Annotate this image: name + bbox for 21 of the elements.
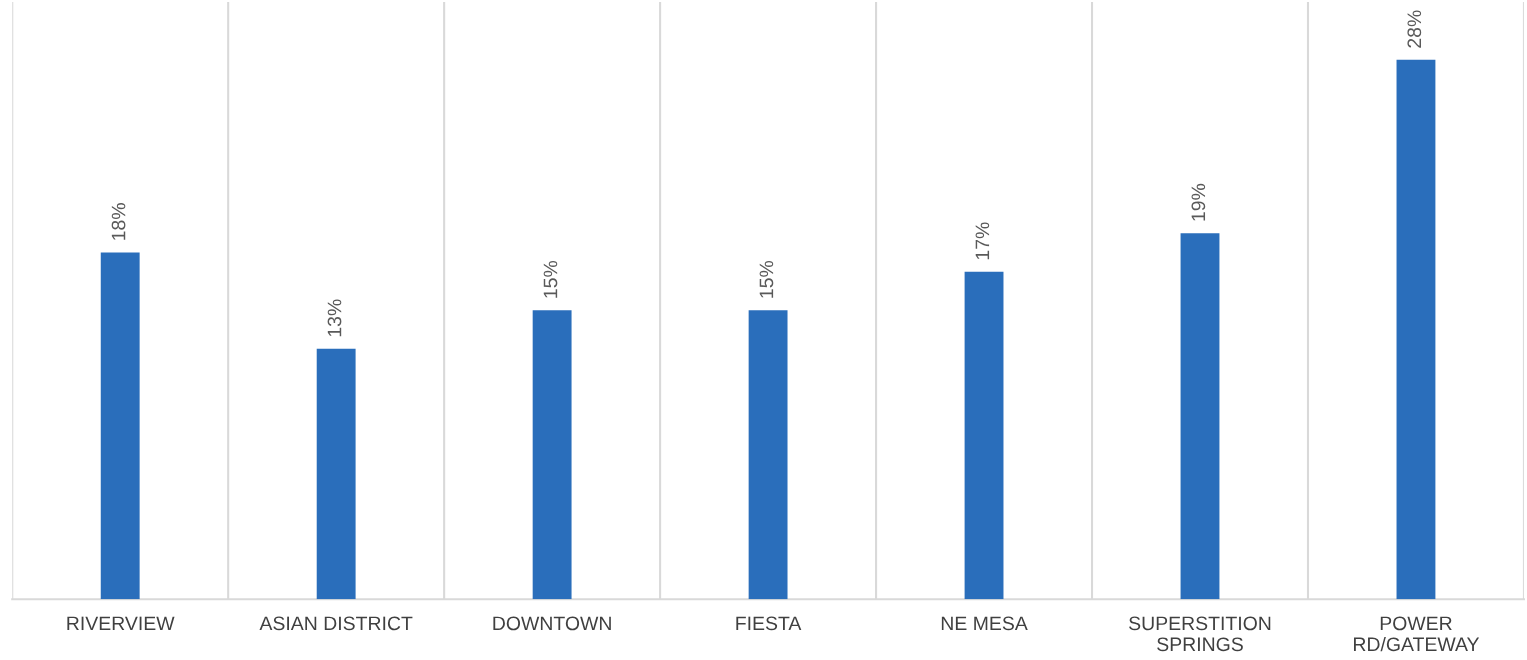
bar [100, 252, 140, 600]
bar [964, 271, 1004, 600]
bar [316, 348, 356, 600]
bar [1180, 233, 1220, 600]
data-label: 19% [1191, 183, 1206, 221]
x-tick-label: ASIAN DISTRICT [259, 616, 413, 631]
data-label: 28% [1407, 10, 1422, 48]
bar [1396, 59, 1436, 600]
x-tick-label: SUPERSTITION SPRINGS [1129, 616, 1271, 652]
bar [532, 310, 572, 600]
data-label: 15% [543, 260, 558, 298]
data-label: 18% [111, 203, 126, 240]
x-tick-label: NE MESA [941, 616, 1028, 631]
x-tick-label: FIESTA [736, 616, 802, 631]
x-tick-label: DOWNTOWN [493, 616, 611, 631]
x-tick-label: POWER RD/GATEWAY [1354, 616, 1480, 652]
data-label: 13% [327, 299, 342, 337]
data-label: 17% [975, 222, 990, 260]
bar [748, 310, 788, 600]
x-tick-label: RIVERVIEW [67, 616, 175, 631]
data-label: 15% [759, 260, 774, 298]
